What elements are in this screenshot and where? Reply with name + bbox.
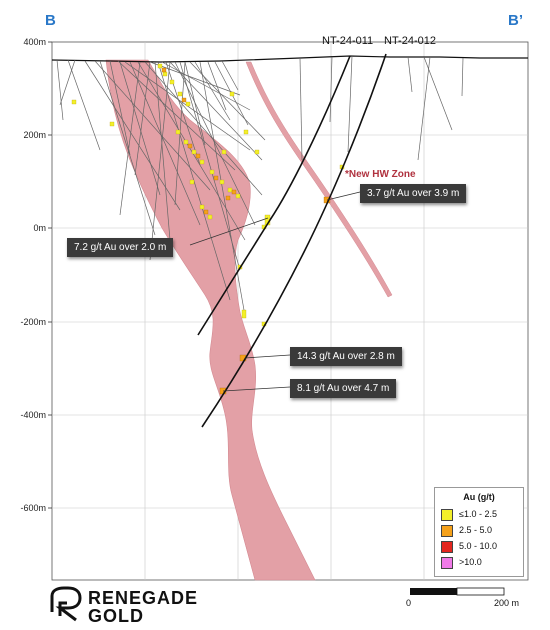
scale-end-label: 200 m <box>494 598 520 608</box>
legend-swatch <box>441 540 453 553</box>
assay-callout-4: 8.1 g/t Au over 4.7 m <box>290 379 397 398</box>
y-ticks <box>48 41 52 509</box>
y-tick-label: 400m <box>23 37 46 47</box>
assay-callout-3: 14.3 g/t Au over 2.8 m <box>290 347 402 366</box>
legend-label: 2.5 - 5.0 <box>459 525 493 535</box>
y-tick-label: -200m <box>20 317 46 327</box>
new-hw-zone-label: *New HW Zone <box>345 169 416 180</box>
logo-text-line1: RENEGADE <box>88 588 199 608</box>
surface-topography <box>51 55 528 63</box>
au-grade-legend: Au (g/t) ≤1.0 - 2.5 2.5 - 5.0 5.0 - 10.0… <box>434 487 524 577</box>
legend-title: Au (g/t) <box>463 492 495 502</box>
legend-label: >10.0 <box>459 557 482 567</box>
drill-hole-nt-24-011 <box>197 55 351 336</box>
au-intercepts-low <box>71 63 345 327</box>
drill-hole-nt-24-012 <box>201 53 387 428</box>
logo-text-line2: GOLD <box>88 606 144 626</box>
mineralized-zone <box>105 59 316 581</box>
legend-label: 5.0 - 10.0 <box>459 541 498 551</box>
assay-callout-2: 7.2 g/t Au over 2.0 m <box>67 238 174 257</box>
scale-bar <box>410 587 505 596</box>
y-tick-label: 0m <box>33 223 46 233</box>
legend-item: >10.0 <box>441 556 482 569</box>
legend-label: ≤1.0 - 2.5 <box>459 509 497 519</box>
drill-hole-label: NT-24-011 <box>322 35 374 47</box>
section-label-right: B’ <box>508 12 523 29</box>
y-tick-label: -600m <box>20 503 46 513</box>
company-logo-mark <box>50 586 82 622</box>
callout-leaders <box>189 191 361 392</box>
legend-swatch <box>441 556 453 569</box>
y-tick-label: 200m <box>23 130 46 140</box>
scale-start-label: 0 <box>406 598 412 608</box>
drill-hole-label: NT-24-012 <box>384 35 436 47</box>
legend-item: 2.5 - 5.0 <box>441 524 493 537</box>
legend-item: 5.0 - 10.0 <box>441 540 498 553</box>
legend-swatch <box>441 508 453 521</box>
y-tick-label: -400m <box>20 410 46 420</box>
hw-zone-band <box>245 61 393 298</box>
legend-item: ≤1.0 - 2.5 <box>441 508 497 521</box>
section-label-left: B <box>45 12 56 29</box>
legend-swatch <box>441 524 453 537</box>
assay-callout-1: 3.7 g/t Au over 3.9 m <box>360 184 467 203</box>
